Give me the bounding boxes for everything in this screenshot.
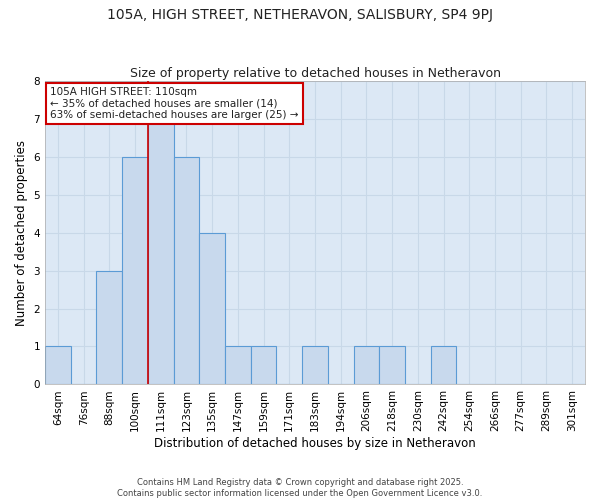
Bar [225,346,251,385]
Bar [379,346,405,385]
Bar [122,156,148,384]
Bar [199,232,225,384]
Bar [148,118,173,384]
Bar [251,346,277,385]
Bar [431,346,457,385]
Text: 105A, HIGH STREET, NETHERAVON, SALISBURY, SP4 9PJ: 105A, HIGH STREET, NETHERAVON, SALISBURY… [107,8,493,22]
Text: Contains HM Land Registry data © Crown copyright and database right 2025.
Contai: Contains HM Land Registry data © Crown c… [118,478,482,498]
Bar [97,270,122,384]
Bar [45,346,71,385]
Bar [353,346,379,385]
Bar [173,156,199,384]
Text: 105A HIGH STREET: 110sqm
← 35% of detached houses are smaller (14)
63% of semi-d: 105A HIGH STREET: 110sqm ← 35% of detach… [50,86,299,120]
Title: Size of property relative to detached houses in Netheravon: Size of property relative to detached ho… [130,66,500,80]
X-axis label: Distribution of detached houses by size in Netheravon: Distribution of detached houses by size … [154,437,476,450]
Bar [302,346,328,385]
Y-axis label: Number of detached properties: Number of detached properties [15,140,28,326]
